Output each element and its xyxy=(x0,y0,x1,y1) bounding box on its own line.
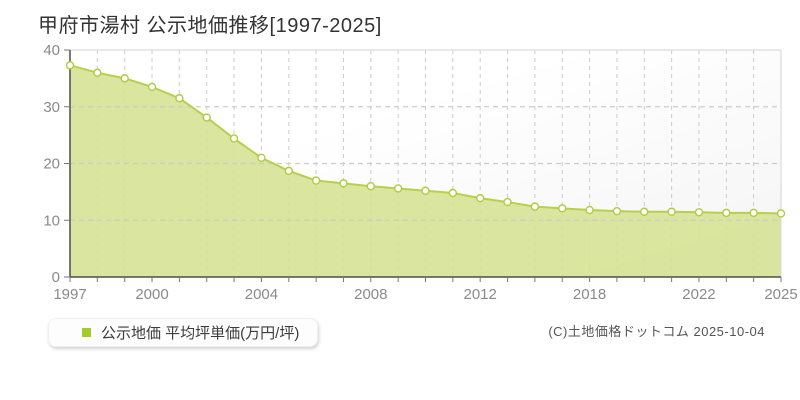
svg-text:2012: 2012 xyxy=(464,286,497,303)
svg-text:1997: 1997 xyxy=(53,286,86,303)
svg-text:10: 10 xyxy=(43,212,60,229)
series-marker-icon xyxy=(82,328,91,337)
svg-text:2000: 2000 xyxy=(135,286,168,303)
price-trend-chart: 0 10 20 30 40 1997 2000 2004 2008 2012 2018 2022 202… xyxy=(43,42,797,303)
svg-text:2022: 2022 xyxy=(682,286,715,303)
legend: 公示地価 平均坪単価(万円/坪) xyxy=(48,318,319,347)
svg-text:2008: 2008 xyxy=(354,286,387,303)
chart-title: 甲府市湯村 公示地価推移[1997-2025] xyxy=(38,15,382,37)
svg-text:0: 0 xyxy=(52,269,60,286)
svg-text:2025: 2025 xyxy=(764,286,797,303)
svg-text:2018: 2018 xyxy=(573,286,606,303)
svg-text:30: 30 xyxy=(43,99,60,116)
svg-text:20: 20 xyxy=(43,156,60,173)
legend-label: 公示地価 平均坪単価(万円/坪) xyxy=(101,325,300,342)
svg-text:40: 40 xyxy=(43,42,60,59)
svg-text:2004: 2004 xyxy=(245,286,278,303)
copyright-text: (C)土地価格ドットコム 2025-10-04 xyxy=(548,324,765,339)
